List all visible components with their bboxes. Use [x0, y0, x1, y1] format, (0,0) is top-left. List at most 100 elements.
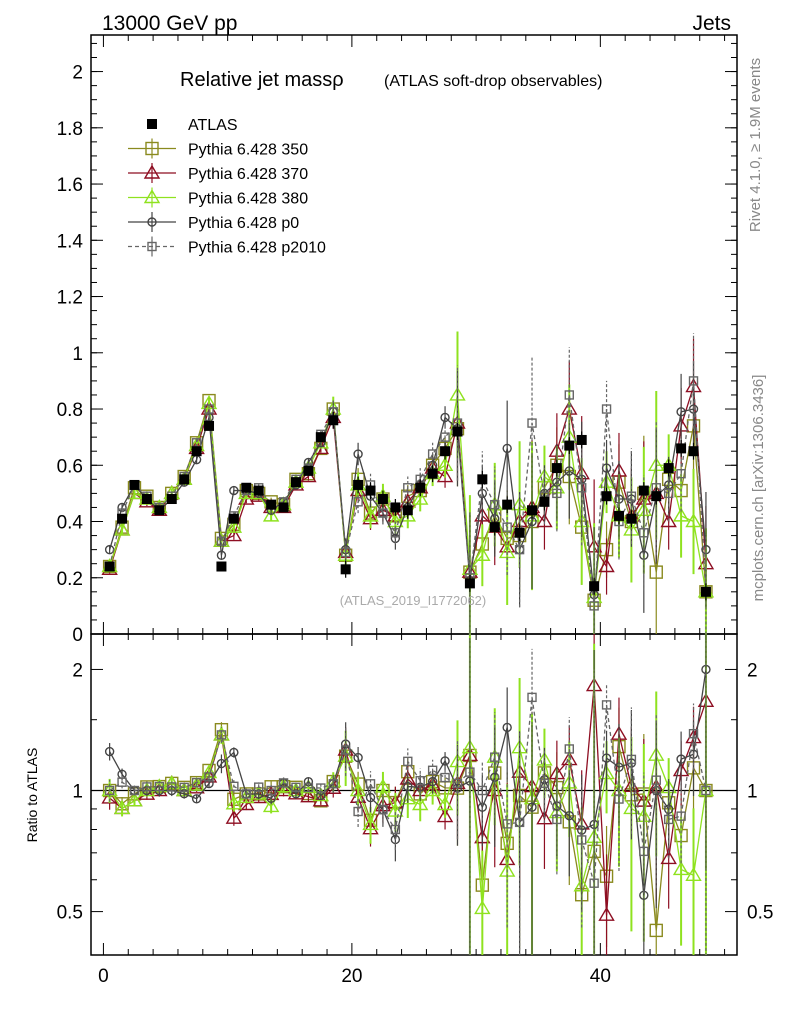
main-plot-frame: 0 0.2 0.4 0.6 0.8 1 1.2 1.4 1.6 1.8 2: [57, 34, 738, 646]
legend-marker: [145, 141, 159, 156]
ratio-point: [427, 776, 438, 787]
legend-label: Pythia 6.428 370: [188, 166, 308, 183]
ratio-point: [241, 789, 251, 799]
data-point: [685, 513, 702, 528]
data-point: [676, 443, 687, 454]
data-point: [362, 507, 379, 522]
legend-marker: [147, 119, 157, 129]
ratio-point: [502, 819, 512, 829]
ratio-point: [411, 796, 429, 811]
ratio-point: [275, 782, 292, 797]
ratio-plot-frame: 0 20 40 0.5 0.5 1 1 2 2: [57, 633, 773, 987]
chart-title: Relative jet massρ: [180, 69, 344, 91]
ratio-point: [225, 795, 243, 810]
data-point: [626, 513, 637, 524]
data-point: [502, 443, 512, 454]
data-point: [589, 601, 599, 611]
ratio-point: [104, 785, 115, 796]
ratio-point: [353, 806, 363, 817]
y-tick-label: 2: [72, 63, 83, 84]
data-point: [353, 479, 364, 490]
ratio-point: [403, 756, 413, 767]
data-point: [536, 513, 553, 528]
data-point: [225, 518, 243, 533]
x-tick-label: 40: [590, 966, 611, 987]
ratio-point: [536, 810, 553, 825]
data-point: [154, 505, 165, 516]
ratio-point: [167, 782, 177, 792]
data-point: [427, 449, 438, 459]
x-tick-label: 0: [98, 966, 109, 987]
analysis-watermark: (ATLAS_2019_I1772062): [340, 593, 486, 608]
ratio-point: [663, 814, 674, 825]
ratio-point: [589, 878, 599, 888]
y-tick-label: 0.4: [57, 513, 84, 534]
ratio-point: [649, 923, 663, 938]
ratio-point: [427, 765, 438, 775]
ratio-point: [502, 722, 512, 733]
data-point: [216, 550, 227, 560]
ratio-point: [254, 782, 264, 792]
ratio-point: [527, 802, 537, 812]
data-point: [598, 558, 615, 573]
ratio-point: [262, 798, 280, 813]
data-point: [440, 412, 450, 423]
data-point: [477, 474, 488, 485]
ratio-point: [291, 782, 301, 793]
ratio-point: [688, 728, 699, 739]
series-5-ratio: [104, 634, 711, 955]
data-point: [564, 390, 574, 400]
data-point: [489, 522, 500, 533]
data-point: [660, 513, 677, 528]
ratio-point: [353, 752, 363, 763]
legend-label: Pythia 6.428 350: [188, 142, 308, 159]
data-point: [390, 528, 401, 538]
ratio-point: [552, 814, 562, 825]
ratio-point: [104, 746, 115, 757]
ratio-point: [660, 850, 677, 865]
ratio-point: [328, 779, 338, 789]
data-point: [377, 494, 388, 505]
data-point: [141, 494, 152, 505]
legend: ATLAS Pythia 6.428 350 Pythia 6.428 370 Pyt…: [128, 117, 326, 257]
ratio-point: [676, 811, 686, 821]
data-point: [601, 404, 612, 414]
legend-label: Pythia 6.428 p2010: [188, 240, 326, 257]
data-point: [663, 463, 674, 474]
data-point: [415, 482, 426, 493]
data-point: [436, 456, 454, 471]
data-point: [527, 418, 537, 428]
header-right: Jets: [692, 12, 731, 35]
legend-marker: [143, 164, 161, 179]
y-tick-label: 1.4: [57, 231, 84, 252]
data-point: [564, 440, 575, 451]
ratio-plot-border: [90, 633, 738, 956]
data-point: [672, 507, 690, 522]
ratio-point: [117, 777, 127, 787]
ratio-point: [440, 772, 450, 783]
data-point: [253, 485, 264, 496]
ratio-point: [601, 700, 612, 710]
data-point: [502, 499, 513, 510]
data-point: [411, 490, 429, 505]
y-tick-label: 0.8: [57, 400, 83, 421]
data-point: [577, 483, 587, 493]
ratio-point: [216, 758, 227, 769]
ratio-point: [424, 782, 441, 797]
ratio-axis-label: Ratio to ATLAS: [24, 748, 40, 843]
y-tick-label: 1: [72, 344, 83, 365]
data-point: [452, 426, 463, 437]
data-point: [340, 547, 351, 558]
ratio-point: [229, 747, 239, 758]
ratio-point: [672, 861, 690, 876]
ratio-point: [564, 811, 574, 821]
data-point: [676, 469, 686, 479]
data-point: [216, 561, 227, 572]
data-point: [229, 485, 239, 496]
data-point: [576, 434, 587, 445]
ratio-point: [365, 792, 376, 803]
data-point: [539, 496, 550, 507]
ratio-point: [129, 785, 140, 796]
data-point: [626, 491, 637, 501]
legend-label: ATLAS: [188, 117, 238, 134]
